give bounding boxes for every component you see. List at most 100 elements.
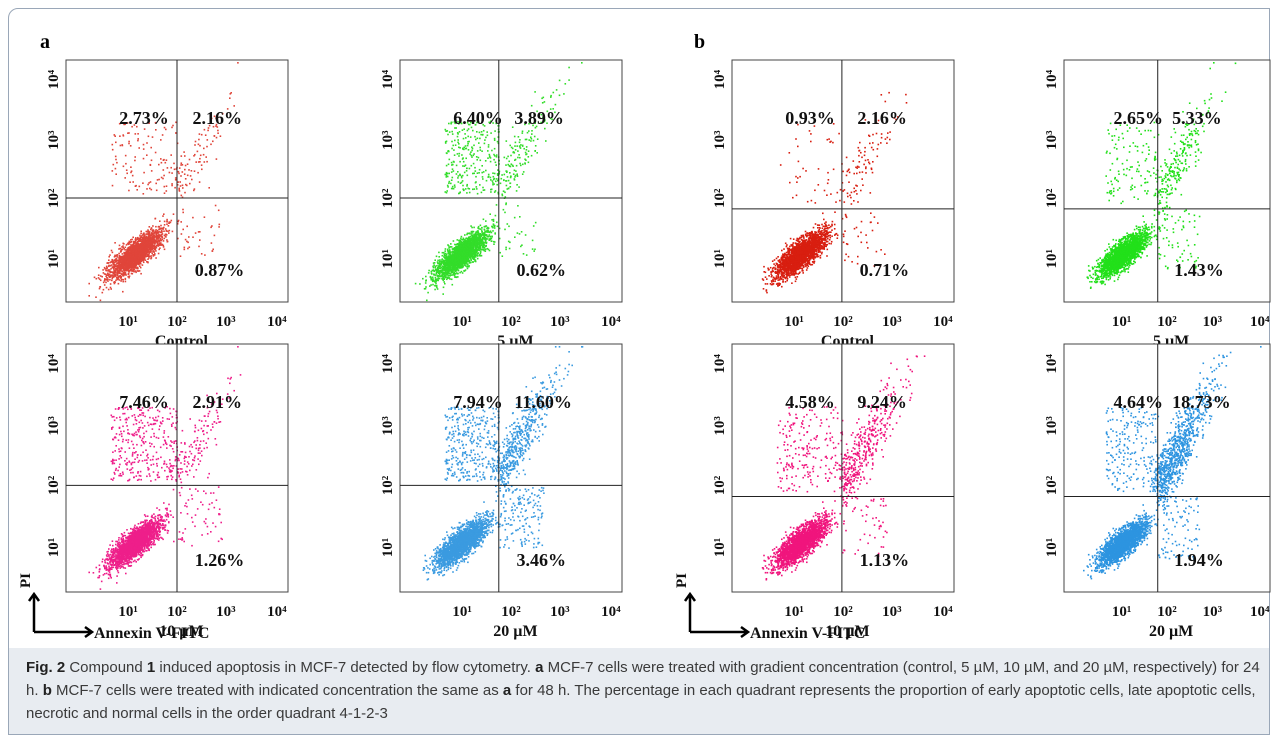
scatter-point	[469, 261, 471, 264]
scatter-point	[448, 253, 450, 255]
scatter-point	[464, 164, 467, 166]
scatter-point	[134, 156, 136, 158]
scatter-point	[143, 171, 145, 174]
scatter-point	[138, 243, 141, 246]
scatter-point	[119, 135, 121, 137]
scatter-point	[149, 240, 151, 243]
scatter-point	[149, 238, 151, 241]
scatter-point	[492, 220, 495, 222]
scatter-point	[119, 144, 122, 147]
scatter-point	[163, 226, 165, 229]
scatter-point	[189, 175, 192, 177]
scatter-point	[465, 237, 467, 240]
scatter-point	[479, 137, 481, 140]
scatter-point	[151, 245, 153, 248]
scatter-point	[110, 261, 112, 263]
scatter-point	[106, 266, 108, 269]
scatter-point	[128, 240, 131, 243]
scatter-point	[161, 227, 163, 229]
scatter-point	[152, 254, 154, 256]
scatter-point	[163, 248, 166, 251]
scatter-point	[147, 258, 149, 260]
scatter-point	[459, 243, 462, 245]
scatter-point	[443, 259, 445, 262]
scatter-point	[456, 267, 459, 270]
scatter-point	[104, 273, 107, 275]
scatter-point	[203, 147, 205, 150]
scatter-point	[147, 253, 149, 256]
scatter-point	[205, 156, 207, 158]
scatter-point	[121, 246, 123, 248]
scatter-point	[452, 187, 455, 190]
scatter-point	[450, 122, 452, 125]
scatter-point	[198, 138, 200, 141]
scatter-point	[472, 237, 474, 239]
scatter-point	[464, 147, 467, 150]
scatter-point	[95, 277, 98, 280]
scatter-point	[468, 252, 471, 254]
scatter-point	[474, 135, 476, 138]
scatter-point	[468, 265, 470, 268]
scatter-point	[128, 140, 130, 143]
scatter-point	[88, 295, 90, 297]
scatter-point	[443, 278, 446, 280]
scatter-point	[451, 283, 454, 286]
scatter-point	[456, 243, 458, 246]
scatter-point	[466, 174, 469, 177]
scatter-point	[140, 272, 142, 275]
scatter-point	[433, 273, 435, 275]
scatter-point	[468, 241, 471, 244]
scatter-point	[135, 252, 137, 255]
scatter-point	[475, 237, 477, 240]
scatter-point	[435, 255, 438, 258]
scatter-point	[113, 266, 115, 268]
scatter-point	[530, 136, 532, 139]
scatter-point	[168, 229, 171, 232]
scatter-point	[180, 162, 183, 164]
scatter-point	[145, 233, 147, 235]
scatter-point	[163, 192, 166, 194]
scatter-point	[473, 249, 476, 251]
scatter-point	[133, 244, 135, 247]
scatter-point	[142, 247, 144, 249]
scatter-point	[138, 261, 140, 263]
scatter-point	[153, 254, 156, 256]
scatter-point	[132, 249, 135, 252]
scatter-point	[126, 243, 129, 245]
scatter-point	[123, 274, 125, 277]
scatter-point	[482, 237, 484, 240]
scatter-point	[461, 174, 464, 177]
scatter-point	[492, 178, 495, 181]
scatter-point	[130, 272, 133, 275]
scatter-point	[133, 256, 136, 259]
scatter-point	[156, 229, 159, 232]
scatter-point	[150, 159, 153, 162]
scatter-point	[439, 260, 441, 263]
scatter-point	[179, 255, 182, 257]
scatter-point	[125, 269, 128, 272]
scatter-point	[135, 250, 138, 252]
scatter-point	[183, 173, 186, 175]
scatter-point	[429, 275, 432, 278]
scatter-point	[483, 228, 486, 231]
scatter-point	[444, 248, 447, 250]
scatter-point	[186, 163, 189, 165]
scatter-point	[148, 255, 151, 257]
scatter-point	[128, 241, 131, 244]
scatter-point	[115, 270, 117, 272]
scatter-point	[461, 263, 463, 266]
scatter-point	[484, 226, 486, 228]
scatter-point	[127, 248, 129, 251]
scatter-point	[125, 262, 127, 265]
scatter-point	[188, 246, 191, 248]
scatter-point	[115, 258, 117, 260]
scatter-point	[444, 250, 446, 252]
scatter-point	[124, 255, 126, 257]
scatter-point	[177, 181, 179, 183]
scatter-point	[466, 263, 468, 265]
scatter-point	[446, 248, 449, 251]
scatter-point	[157, 252, 160, 255]
scatter-point	[468, 238, 471, 241]
scatter-point	[120, 248, 123, 251]
scatter-point	[196, 150, 199, 153]
